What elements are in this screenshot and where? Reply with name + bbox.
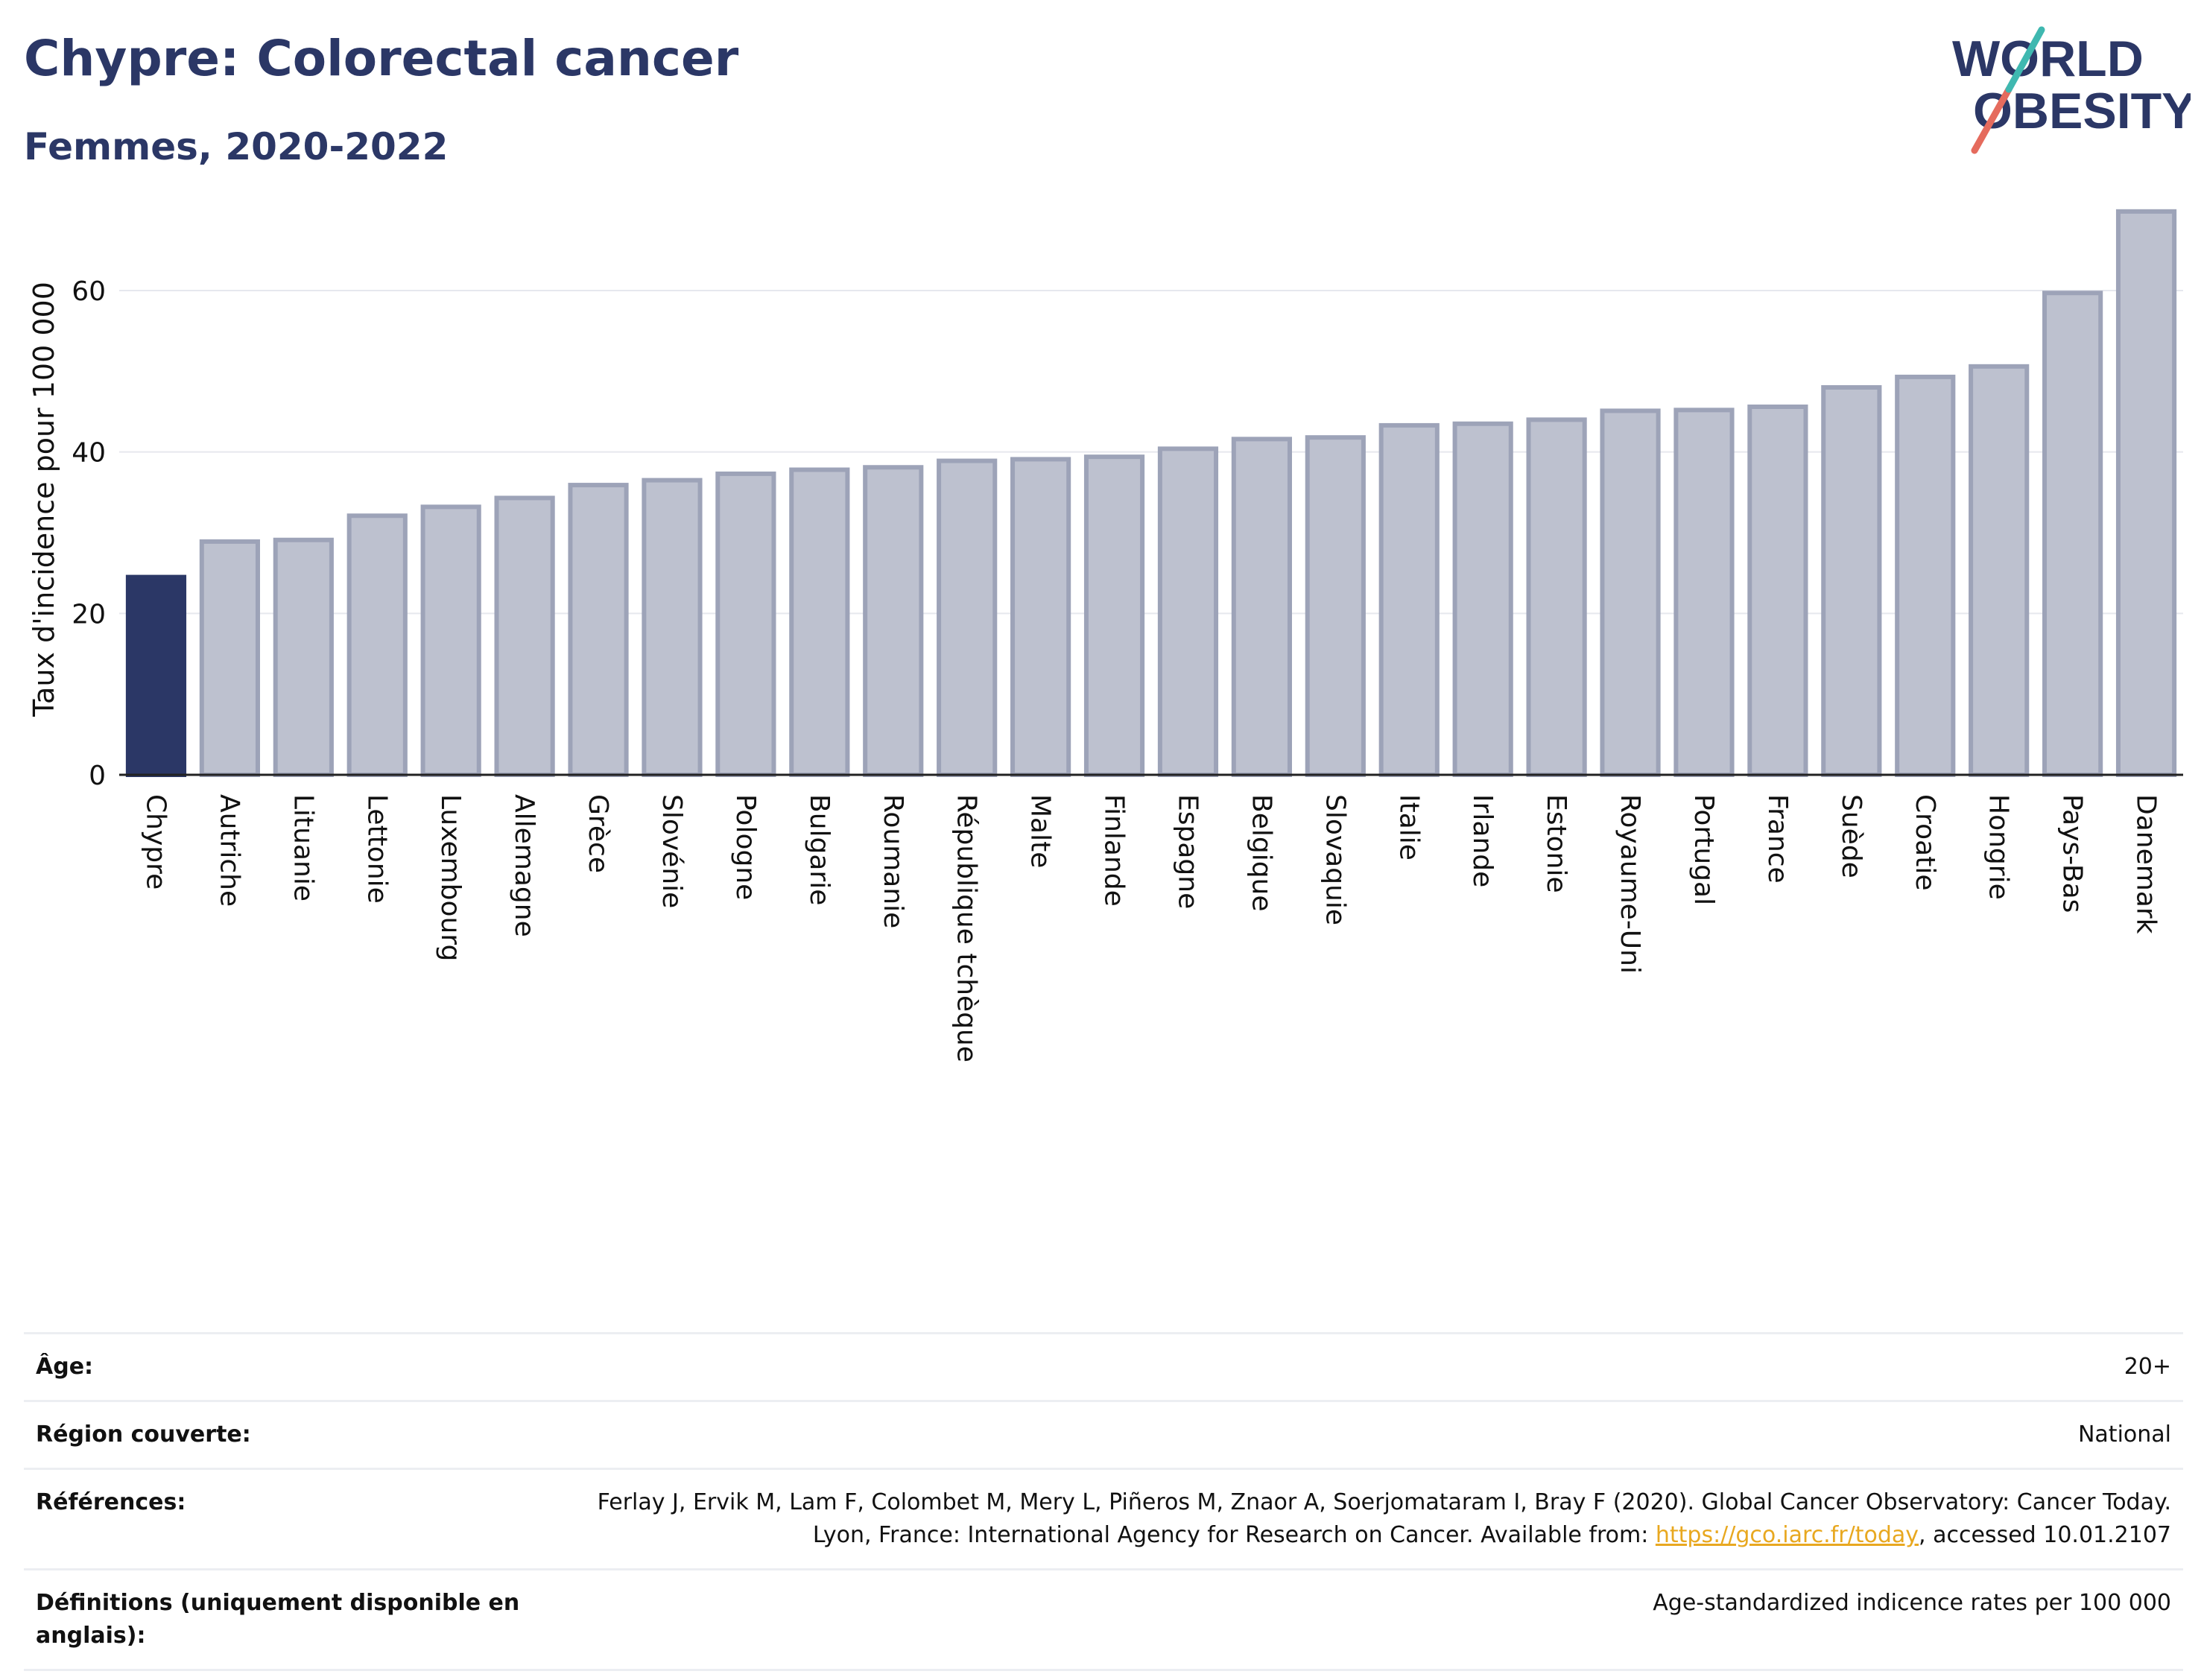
bar-allemagne (494, 495, 555, 778)
meta-row-region: Région couverte: National (24, 1400, 2183, 1468)
bar-estonie (1526, 417, 1587, 777)
bar-hongrie (1969, 364, 2030, 778)
meta-key: Âge: (36, 1354, 94, 1380)
bar-danemark (2115, 209, 2177, 778)
x-tick-label: Bulgarie (804, 794, 835, 905)
meta-value: 20+ (2124, 1354, 2171, 1380)
x-tick-label: Lettonie (361, 794, 392, 904)
x-tick-label: Slovénie (656, 794, 687, 908)
bar-malte (1010, 457, 1071, 778)
x-tick-label: Malte (1025, 794, 1056, 868)
bar-bulgarie (789, 467, 850, 777)
bar-slovénie (642, 478, 703, 777)
x-tick-label: Slovaquie (1320, 794, 1350, 925)
x-tick-label: Hongrie (1983, 794, 2014, 900)
logo-slash-teal (2005, 26, 2045, 93)
bar-pologne (715, 471, 776, 778)
bar-portugal (1673, 408, 1735, 777)
bar-irlande (1452, 421, 1513, 777)
bar-espagne (1157, 446, 1219, 777)
y-tick-label: 60 (72, 276, 106, 307)
x-tick-label: Portugal (1688, 794, 1719, 905)
x-tick-label: Finlande (1099, 794, 1130, 907)
bar-croatie (1895, 374, 1956, 777)
y-axis-label: Taux d'incidence pour 100 000 (28, 282, 60, 717)
x-tick-label: Allemagne (509, 794, 539, 937)
y-tick-label: 0 (89, 761, 106, 791)
y-axis-ticks: 0 20 40 60 (72, 276, 106, 791)
bar-suède (1821, 385, 1882, 777)
y-tick-label: 20 (72, 599, 106, 630)
bar-chypre (125, 574, 187, 777)
world-obesity-logo: WORLD OBESITY (1952, 26, 2191, 154)
meta-row-references: Références: Ferlay J, Ervik M, Lam F, Co… (24, 1468, 2183, 1568)
bar-pays-bas (2042, 291, 2103, 777)
x-tick-label: Danemark (2131, 794, 2162, 934)
bar-grèce (568, 483, 629, 777)
x-tick-label: Grèce (583, 794, 613, 873)
x-tick-label: Pays-Bas (2057, 794, 2088, 913)
meta-value: National (2077, 1421, 2171, 1448)
x-tick-label: République tchèque (951, 794, 982, 1062)
meta-key: Références: (36, 1489, 186, 1515)
logo-line1: WORLD (1952, 31, 2144, 87)
meta-key: Définitions (uniquement disponible en an… (36, 1590, 520, 1649)
bars (125, 209, 2177, 778)
meta-row-age: Âge: 20+ (24, 1332, 2183, 1400)
x-tick-label: Royaume-Uni (1615, 794, 1645, 974)
bar-république-tchèque (937, 458, 998, 777)
x-tick-label: Italie (1393, 794, 1424, 860)
x-tick-label: Pologne (730, 794, 761, 900)
meta-value: Ferlay J, Ervik M, Lam F, Colombet M, Me… (569, 1486, 2171, 1552)
x-tick-label: France (1762, 794, 1793, 884)
y-tick-label: 40 (72, 438, 106, 469)
bar-france (1747, 405, 1808, 777)
x-tick-label: Autriche (214, 794, 244, 907)
reference-accessed: , accessed 10.01.2107 (1919, 1522, 2171, 1548)
meta-value: Age-standardized indicence rates per 100… (1653, 1590, 2171, 1616)
bar-belgique (1231, 437, 1292, 777)
x-axis-ticks: Chypre Autriche Lituanie Lettonie Luxembourg… (140, 794, 2161, 1062)
bar-finlande (1083, 454, 1145, 778)
metadata-table: Âge: 20+ Région couverte: National Référ… (24, 1332, 2183, 1671)
meta-key: Région couverte: (36, 1421, 251, 1448)
bar-roumanie (863, 465, 924, 777)
chart-title: Chypre: Colorectal cancer (24, 30, 739, 87)
x-tick-label: Luxembourg (435, 794, 466, 961)
chart-subtitle: Femmes, 2020-2022 (24, 125, 449, 168)
x-tick-label: Irlande (1467, 794, 1498, 887)
x-tick-label: Chypre (140, 794, 171, 890)
bar-lituanie (273, 537, 334, 777)
bar-italie (1378, 422, 1440, 778)
reference-text: Ferlay J, Ervik M, Lam F, Colombet M, Me… (597, 1489, 2171, 1548)
bar-slovaquie (1305, 435, 1366, 778)
x-tick-label: Suède (1836, 794, 1866, 878)
bar-autriche (199, 539, 260, 778)
logo-slash-red (1971, 86, 2013, 154)
x-tick-label: Estonie (1541, 794, 1571, 893)
bar-chart: 0 20 40 60 Chypre Autriche Lituanie Lettonie Lu… (28, 209, 2183, 1062)
bar-lettonie (346, 513, 408, 777)
meta-row-definitions: Définitions (uniquement disponible en an… (24, 1568, 2183, 1671)
bar-royaume-uni (1600, 408, 1661, 778)
x-tick-label: Lituanie (288, 794, 318, 901)
reference-link[interactable]: https://gco.iarc.fr/today (1655, 1522, 1919, 1548)
x-tick-label: Espagne (1172, 794, 1203, 909)
bar-luxembourg (420, 504, 481, 777)
x-tick-label: Roumanie (878, 794, 908, 928)
x-tick-label: Belgique (1246, 794, 1276, 912)
x-tick-label: Croatie (1910, 794, 1940, 891)
